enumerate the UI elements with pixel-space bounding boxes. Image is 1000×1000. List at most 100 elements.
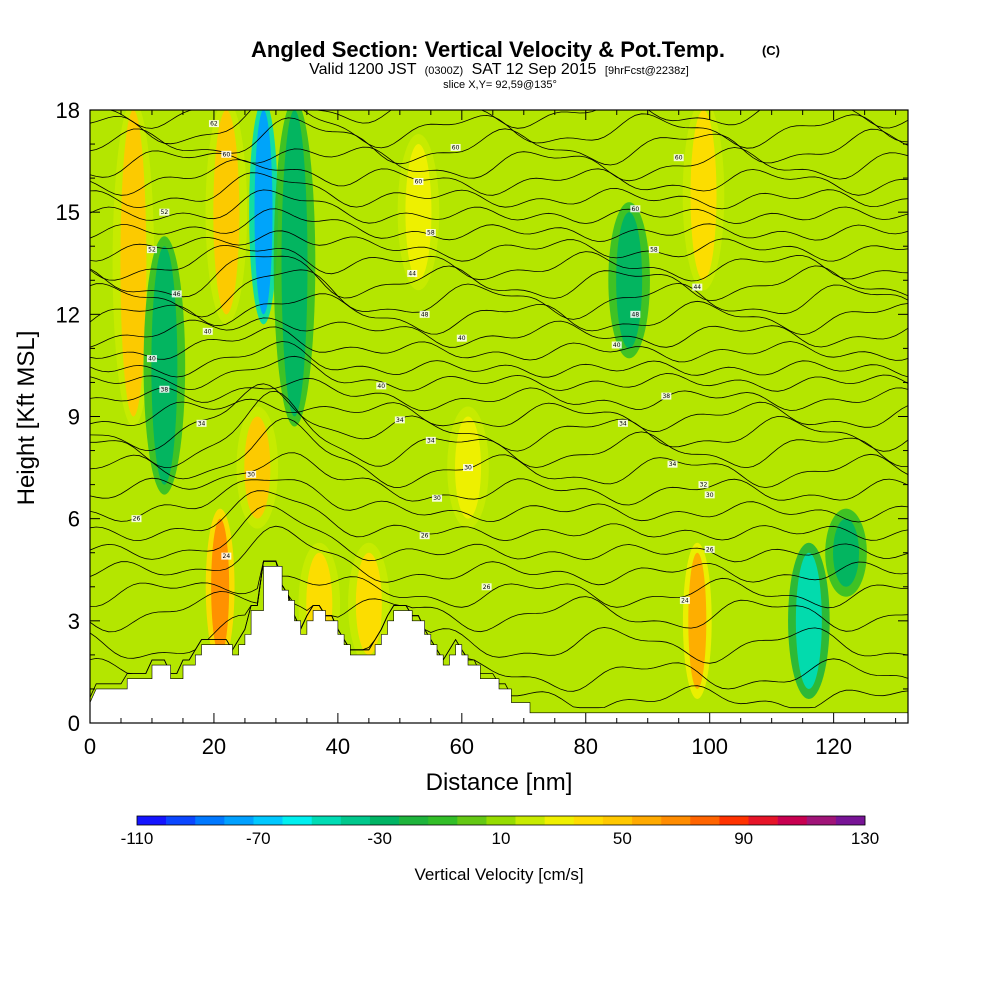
colorbar-tick-label: 10: [492, 829, 511, 848]
colorbar-segment: [835, 816, 866, 825]
svg-text:30: 30: [464, 465, 472, 472]
theta-contour: [90, 525, 908, 586]
terrain: [90, 566, 908, 723]
contour-label: 34: [196, 419, 207, 427]
contour-label: 26: [419, 532, 430, 540]
colorbar-tick-label: 50: [613, 829, 632, 848]
theta-contour: [90, 560, 908, 664]
svg-text:58: 58: [427, 230, 435, 237]
svg-text:34: 34: [619, 420, 627, 427]
theta-contour: [90, 189, 908, 224]
svg-text:60: 60: [675, 155, 683, 162]
colorbar-tick-label: -110: [121, 829, 154, 848]
axis-ticks: 0 20 40 60 80 100 120 0 3 6 9 12 15 18: [56, 98, 908, 759]
colorbar-tick-label: -70: [246, 829, 271, 848]
svg-text:40: 40: [613, 342, 621, 349]
theta-contour: [90, 505, 908, 563]
theta-contour: [90, 490, 908, 542]
svg-text:44: 44: [408, 270, 416, 277]
y-tick-label: 3: [68, 609, 80, 634]
theta-contour: [90, 255, 908, 302]
svg-text:48: 48: [632, 311, 640, 318]
y-tick-label: 15: [56, 200, 80, 225]
y-axis-label: Height [Kft MSL]: [13, 331, 40, 506]
contour-label: 38: [159, 385, 170, 393]
x-tick-label: 120: [815, 734, 852, 759]
velocity-core: [616, 212, 643, 349]
colorbar-frame: [136, 815, 866, 826]
x-axis-label: Distance [nm]: [426, 769, 573, 796]
theta-contour: [90, 230, 908, 262]
contour-label: 60: [630, 205, 641, 213]
forecast-info: [9hrFcst@2238z]: [605, 65, 689, 77]
vertical-velocity-field: [112, 110, 867, 699]
theta-contour: [90, 560, 908, 609]
contour-label: 26: [704, 545, 715, 553]
velocity-core: [833, 518, 860, 587]
contour-label: 44: [692, 283, 703, 291]
y-tick-label: 12: [56, 302, 80, 327]
theta-contour: [90, 560, 908, 692]
svg-text:32: 32: [700, 482, 708, 489]
colorbar-segment: [748, 816, 778, 825]
colorbar-segment: [428, 816, 458, 825]
contour-label: 60: [673, 154, 684, 162]
theta-contour: [90, 110, 908, 129]
svg-text:40: 40: [148, 356, 156, 363]
contour-label: 40: [146, 355, 157, 363]
contour-label: 34: [394, 416, 405, 424]
contour-label: 46: [171, 290, 182, 298]
contour-label: 32: [698, 481, 709, 489]
contour-label: 40: [611, 341, 622, 349]
velocity-core: [213, 110, 240, 315]
colorbar-segment: [602, 816, 633, 825]
contour-label: 48: [419, 310, 430, 318]
colorbar-segment: [224, 816, 254, 825]
contour-label: 24: [221, 552, 232, 560]
contour-label: 30: [246, 470, 257, 478]
velocity-core: [254, 110, 273, 315]
contour-label: 30: [432, 494, 443, 502]
colorbar-segment: [806, 816, 837, 825]
colorbar-segment: [486, 816, 516, 825]
x-tick-label: 20: [202, 734, 226, 759]
y-tick-label: 0: [68, 711, 80, 736]
colorbar-segment: [340, 816, 371, 825]
colorbar-segment: [166, 816, 196, 825]
theta-contour: [90, 326, 908, 363]
svg-text:26: 26: [421, 533, 429, 540]
velocity-core: [244, 416, 271, 519]
theta-contour: [90, 244, 908, 282]
chart-subtitle: Valid 1200 JST (0300Z) SAT 12 Sep 2015 […: [309, 61, 689, 78]
colorbar-segment: [690, 816, 720, 825]
contour-label: 40: [202, 327, 213, 335]
theta-contour: [90, 452, 908, 506]
contour-label: 52: [159, 208, 170, 216]
colorbar-segment: [311, 816, 342, 825]
svg-text:60: 60: [632, 206, 640, 213]
contour-label: 60: [450, 143, 461, 151]
colorbar-segment: [282, 816, 313, 825]
theta-contour: [90, 383, 908, 452]
velocity-core: [355, 552, 382, 655]
theta-contour: [90, 293, 908, 336]
velocity-core: [151, 246, 178, 485]
svg-text:60: 60: [452, 144, 460, 151]
colorbar-segment: [457, 816, 487, 825]
contour-label: 26: [481, 583, 492, 591]
colorbar: -110 -70 -30 10 50 90 130: [121, 815, 879, 848]
contour-label: 34: [425, 436, 436, 444]
colorbar-segment: [632, 816, 662, 825]
svg-text:46: 46: [173, 291, 181, 298]
velocity-core: [405, 144, 432, 281]
colorbar-segment: [544, 816, 575, 825]
valid-date: SAT 12 Sep 2015: [472, 61, 597, 78]
contour-label: 24: [679, 596, 690, 604]
svg-text:60: 60: [223, 151, 231, 158]
contour-label: 30: [704, 491, 715, 499]
svg-text:58: 58: [650, 247, 658, 254]
x-tick-label: 60: [450, 734, 474, 759]
contour-label: 52: [146, 246, 157, 254]
